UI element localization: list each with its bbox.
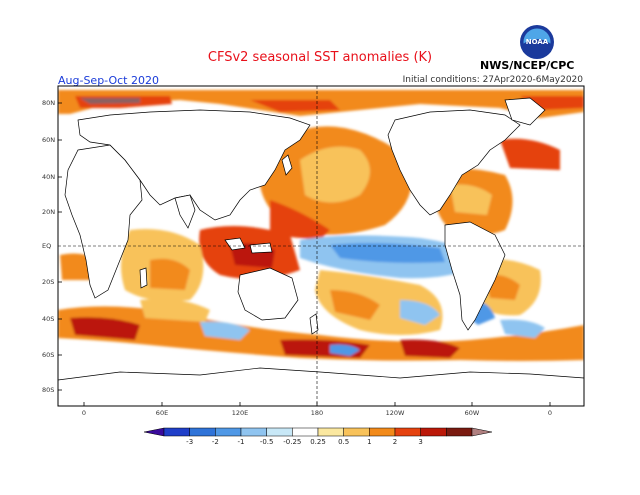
lat-label: 40S xyxy=(42,315,55,323)
lat-label: 40N xyxy=(42,173,56,181)
axis-ticks xyxy=(58,102,551,406)
colorbar-tick-label: -2 xyxy=(211,438,219,446)
colorbar-right-arrow xyxy=(471,427,493,437)
source-label: NWS/NCEP/CPC xyxy=(480,59,575,72)
noaa-logo: NOAA xyxy=(520,25,554,59)
colorbar-tick-label: -0.25 xyxy=(283,438,302,446)
colorbar-segment xyxy=(215,427,242,437)
colorbar-left-arrow xyxy=(143,427,165,437)
lon-label: 120E xyxy=(231,409,249,417)
colorbar-segment xyxy=(369,427,396,437)
lat-label: EQ xyxy=(42,242,52,250)
colorbar-segment xyxy=(240,427,267,437)
logo-text: NOAA xyxy=(526,38,549,46)
lat-label: 60S xyxy=(42,351,55,359)
period-label: Aug-Sep-Oct 2020 xyxy=(58,74,159,87)
colorbar-tick-label: -3 xyxy=(186,438,194,446)
colorbar-segment xyxy=(189,427,216,437)
colorbar-segment xyxy=(446,427,473,437)
lat-label: 20S xyxy=(42,278,55,286)
initial-conditions-label: Initial conditions: 27Apr2020-6May2020 xyxy=(402,75,583,85)
lon-label: 60W xyxy=(464,409,480,417)
lon-label: 0 xyxy=(81,409,87,417)
colorbar-tick-label: 1 xyxy=(367,438,372,446)
colorbar-segment xyxy=(394,427,421,437)
lon-label: 120W xyxy=(385,409,405,417)
colorbar-tick-label: 3 xyxy=(418,438,423,446)
colorbar-tick-label: -0.5 xyxy=(259,438,274,446)
map-frame xyxy=(57,85,585,407)
lon-label: 180 xyxy=(310,409,324,417)
lat-label: 20N xyxy=(42,208,56,216)
land-mask xyxy=(58,97,584,406)
colorbar-segment xyxy=(266,427,293,437)
lat-label: 80S xyxy=(42,386,55,394)
chart-title: CFSv2 seasonal SST anomalies (K) xyxy=(207,50,433,65)
colorbar-segment xyxy=(343,427,370,437)
colorbar-tick-label: 0.25 xyxy=(310,438,326,446)
colorbar-tick-label: -1 xyxy=(237,438,245,446)
lat-label: 80N xyxy=(42,99,56,107)
lon-label: 60E xyxy=(155,409,169,417)
lat-label: 60N xyxy=(42,136,56,144)
colorbar-segment xyxy=(420,427,447,437)
colorbar-segment xyxy=(163,427,190,437)
colorbar-segment xyxy=(317,427,344,437)
lon-label: 0 xyxy=(547,409,553,417)
colorbar-tick-label: 0.5 xyxy=(338,438,350,446)
colorbar-segment xyxy=(292,427,319,437)
colorbar-tick-label: 2 xyxy=(392,438,398,446)
